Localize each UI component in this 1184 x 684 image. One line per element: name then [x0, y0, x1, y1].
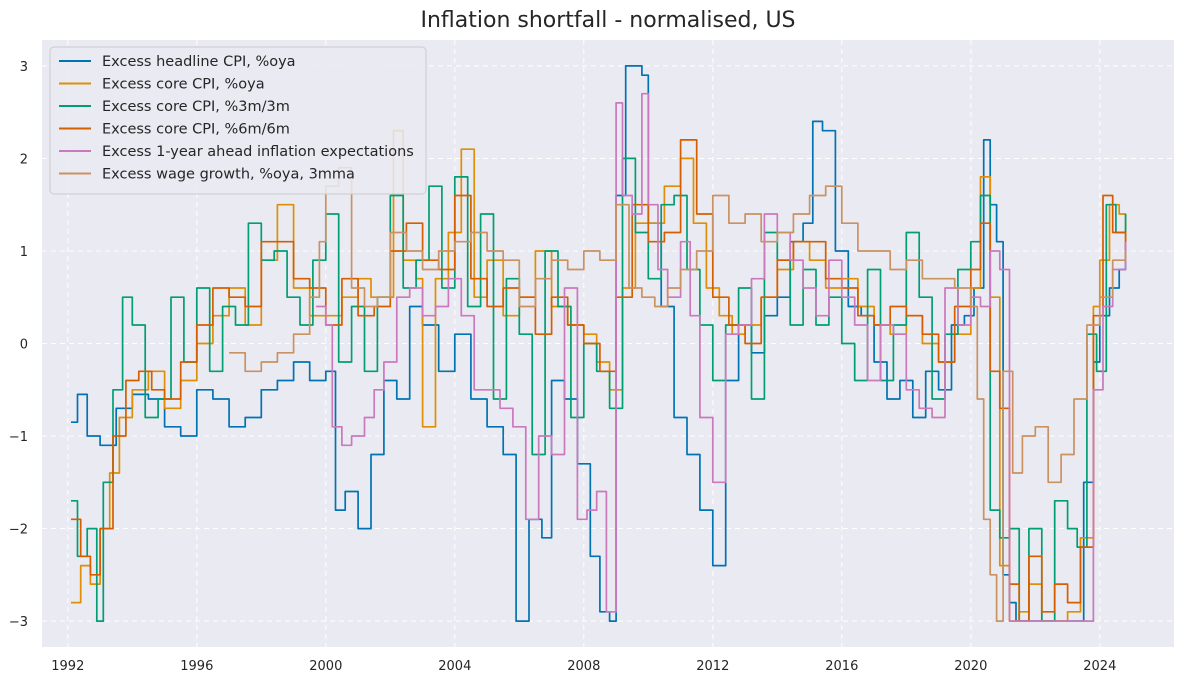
y-tick-label: 3 [20, 60, 28, 75]
legend-entry-label[interactable]: Excess 1-year ahead inflation expectatio… [102, 144, 414, 160]
x-tick-label: 2004 [438, 659, 471, 674]
legend-entry-label[interactable]: Excess core CPI, %6m/6m [102, 122, 290, 138]
legend-entry-label[interactable]: Excess core CPI, %3m/3m [102, 99, 290, 115]
x-tick-label: 1996 [180, 659, 213, 674]
legend-entry-label[interactable]: Excess headline CPI, %oya [102, 54, 296, 70]
legend-box [49, 46, 427, 195]
y-tick-label: −1 [9, 430, 28, 445]
legend-entry-label[interactable]: Excess wage growth, %oya, 3mma [102, 167, 355, 183]
series-line-6 [229, 166, 1127, 622]
legend-entry-label[interactable]: Excess core CPI, %oya [102, 77, 265, 93]
legend[interactable]: Excess headline CPI, %oya Excess core CPI… [49, 46, 427, 195]
x-tick-label: 2000 [309, 659, 342, 674]
y-tick-label: −3 [9, 615, 28, 630]
x-tick-label: 2020 [954, 659, 987, 674]
x-tick-label: 2016 [825, 659, 858, 674]
x-tick-label: 2024 [1083, 659, 1116, 674]
series-lines [71, 65, 1127, 622]
x-tick-label: 1992 [51, 659, 84, 674]
y-tick-label: 1 [20, 245, 28, 260]
chart-title: Inflation shortfall - normalised, US [420, 8, 795, 33]
y-tick-label: 0 [20, 338, 28, 353]
y-tick-label: −2 [9, 523, 28, 538]
x-axis-ticks: 1992 1996 2000 2004 2008 2012 2016 2020 2024 [51, 659, 1116, 674]
x-tick-label: 2008 [567, 659, 600, 674]
x-tick-label: 2012 [696, 659, 729, 674]
series-line-1 [71, 65, 1127, 622]
y-tick-label: 2 [20, 152, 28, 167]
y-axis-ticks: −3 −2 −1 0 1 2 3 [9, 60, 28, 630]
